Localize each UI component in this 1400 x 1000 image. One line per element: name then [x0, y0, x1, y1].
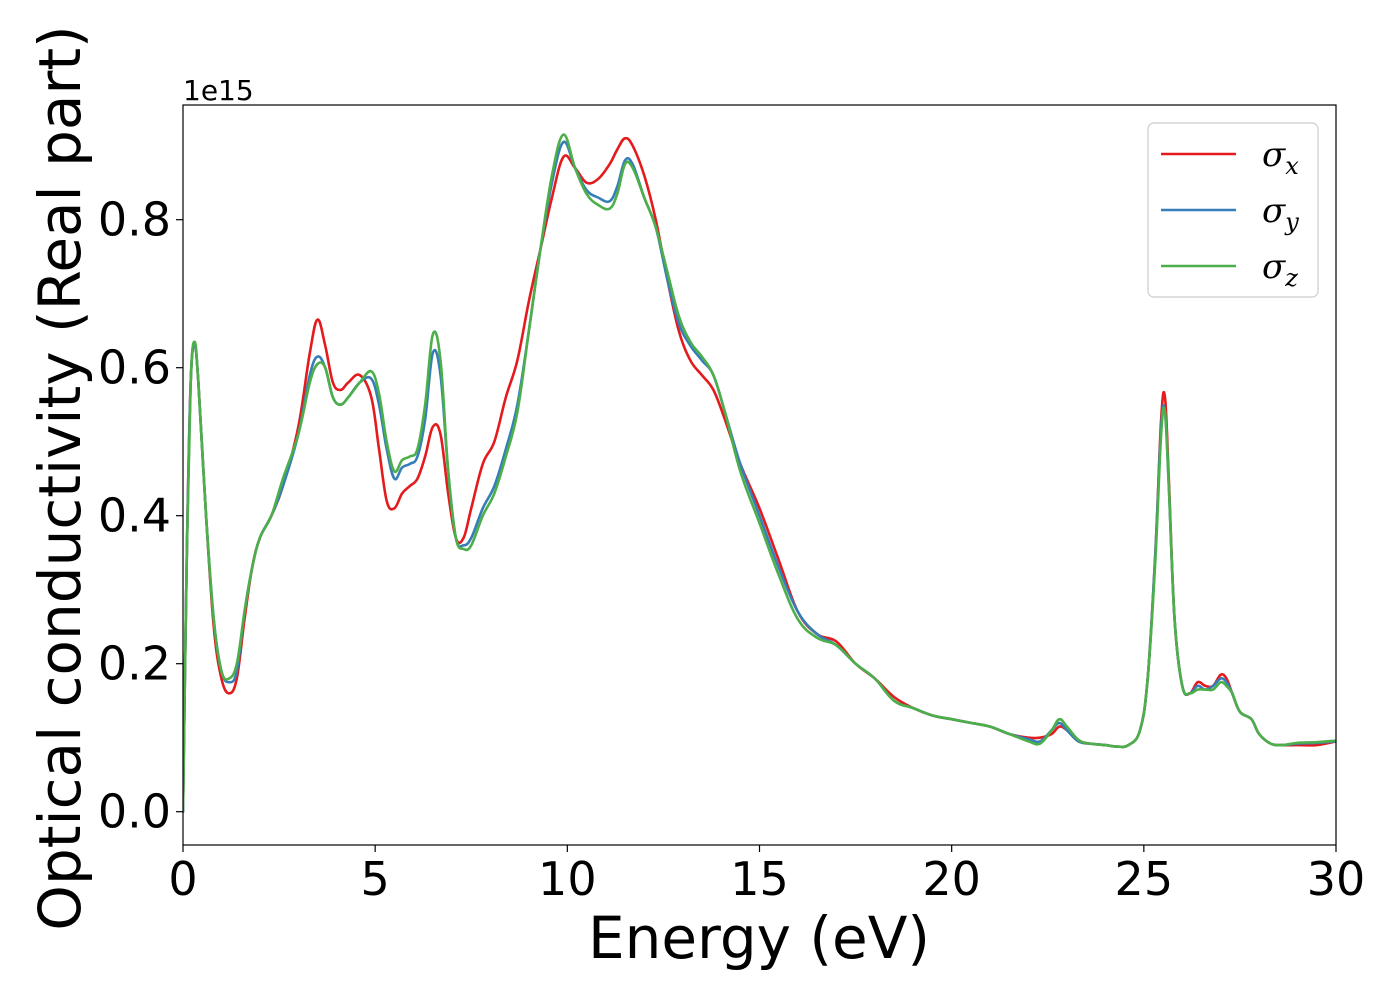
- x-tick-label: 10: [538, 852, 597, 906]
- x-tick-label: 5: [361, 852, 390, 906]
- series-line-x: [183, 136, 1336, 813]
- series-layer: [183, 133, 1336, 813]
- x-tick-label: 20: [922, 852, 981, 906]
- x-tick-label: 0: [168, 852, 197, 906]
- y-tick-label: 0.4: [98, 489, 171, 543]
- legend-label-z: σz: [1262, 247, 1298, 292]
- x-tick-label: 15: [730, 852, 789, 906]
- y-tick-label: 0.8: [98, 193, 171, 247]
- x-tick-label: 30: [1307, 852, 1366, 906]
- series-line-z: [183, 133, 1336, 813]
- y-tick-label: 0.0: [98, 785, 171, 839]
- y-tick-label: 0.6: [98, 341, 171, 395]
- x-axis-label: Energy (eV): [588, 904, 930, 972]
- y-axis: 0.0 0.2 0.4 0.6 0.8: [98, 193, 183, 839]
- y-tick-label: 0.2: [98, 637, 171, 691]
- legend: σx σy σz: [1147, 122, 1319, 298]
- y-axis-label: Optical conductivity (Real part): [26, 25, 94, 930]
- x-tick-label: 25: [1115, 852, 1174, 906]
- legend-label-y: σy: [1262, 191, 1299, 236]
- y-offset-label: 1e15: [183, 74, 254, 107]
- x-axis: 0 5 10 15 20 25 30: [168, 845, 1365, 906]
- legend-label-x: σx: [1262, 135, 1299, 180]
